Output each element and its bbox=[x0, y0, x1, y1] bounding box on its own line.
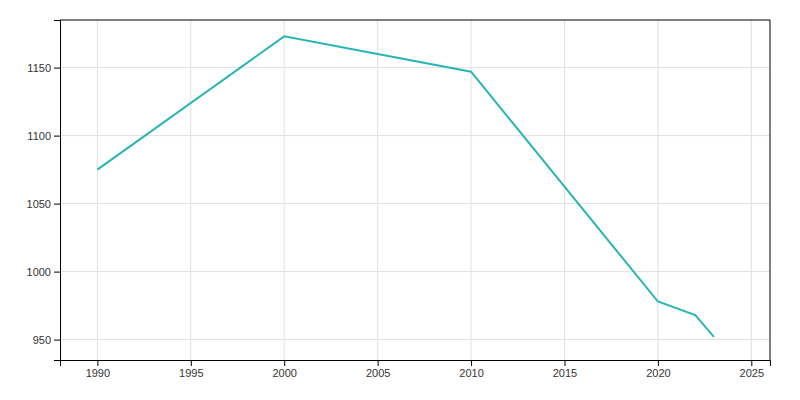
y-axis-tick-mark bbox=[54, 136, 60, 137]
x-axis-tick: 2020 bbox=[646, 360, 670, 379]
x-axis-tick-mark bbox=[564, 360, 565, 366]
grid-line-x bbox=[97, 20, 98, 360]
y-axis-tick-label: 1000 bbox=[27, 266, 51, 278]
marks bbox=[97, 36, 714, 337]
x-axis-tick-mark bbox=[191, 360, 192, 366]
y-axis-tick: 1000 bbox=[27, 266, 60, 278]
grid-line-x bbox=[377, 20, 378, 360]
x-axis-tick-label: 2015 bbox=[553, 367, 577, 379]
y-axis-tick-label: 1100 bbox=[27, 130, 51, 142]
grid-line-y bbox=[60, 271, 770, 272]
grid-line-y bbox=[60, 135, 770, 136]
x-axis-tick-label: 1990 bbox=[86, 367, 110, 379]
x-axis-tick: 2015 bbox=[553, 360, 577, 379]
grid-line-y bbox=[60, 339, 770, 340]
x-axis-tick-label: 2005 bbox=[366, 367, 390, 379]
plot-area: 1990 1995 2000 2005 2010 2015 2020 2025 950 1000 1… bbox=[27, 20, 771, 379]
x-axis-tick-label: 2000 bbox=[272, 367, 296, 379]
x-axis-tick-mark bbox=[284, 360, 285, 366]
grid-line-y bbox=[60, 67, 770, 68]
grid-line-x bbox=[564, 20, 565, 360]
x-axis-tick-label: 2010 bbox=[459, 367, 483, 379]
y-axis-tick-label: 1150 bbox=[27, 62, 51, 74]
grid-line-x bbox=[284, 20, 285, 360]
x-axis: 1990 1995 2000 2005 2010 2015 2020 2025 bbox=[61, 360, 771, 379]
x-axis-tick: 1995 bbox=[179, 360, 203, 379]
x-axis-tick: 2005 bbox=[366, 360, 390, 379]
grid bbox=[60, 20, 770, 360]
x-axis-tick: 2000 bbox=[272, 360, 296, 379]
frame-top bbox=[60, 20, 770, 21]
x-axis-tick-mark bbox=[378, 360, 379, 366]
y-axis: 950 1000 1050 1100 1150 bbox=[27, 21, 61, 361]
x-axis-tick-mark bbox=[97, 360, 98, 366]
y-axis-tick-mark bbox=[54, 68, 60, 69]
y-axis-tick: 1150 bbox=[27, 62, 60, 74]
grid-line-y bbox=[60, 203, 770, 204]
y-axis-tick: 1050 bbox=[27, 198, 60, 210]
grid-line-x bbox=[657, 20, 658, 360]
y-axis-tick: 950 bbox=[33, 334, 60, 346]
chart: 1990 1995 2000 2005 2010 2015 2020 2025 950 1000 1… bbox=[0, 0, 800, 400]
x-axis-tick: 2025 bbox=[740, 360, 764, 379]
x-axis-tick-label: 1995 bbox=[179, 367, 203, 379]
frame-right bbox=[770, 20, 771, 360]
x-axis-tick-mark bbox=[658, 360, 659, 366]
x-axis-tick: 2010 bbox=[459, 360, 483, 379]
y-axis-tick-label: 950 bbox=[33, 334, 51, 346]
x-axis-tick-mark bbox=[751, 360, 752, 366]
y-axis-tick-mark bbox=[54, 204, 60, 205]
y-axis-line bbox=[54, 21, 61, 361]
x-axis-tick-mark bbox=[471, 360, 472, 366]
y-axis-tick-label: 1050 bbox=[27, 198, 51, 210]
y-axis-tick: 1100 bbox=[27, 130, 60, 142]
y-axis-tick-mark bbox=[54, 272, 60, 273]
grid-line-x bbox=[190, 20, 191, 360]
grid-line-x bbox=[751, 20, 752, 360]
x-axis-line bbox=[61, 361, 771, 367]
y-axis-tick-mark bbox=[54, 340, 60, 341]
x-axis-tick-label: 2025 bbox=[740, 367, 764, 379]
x-axis-tick: 1990 bbox=[86, 360, 110, 379]
line bbox=[97, 36, 714, 337]
x-axis-tick-label: 2020 bbox=[646, 367, 670, 379]
